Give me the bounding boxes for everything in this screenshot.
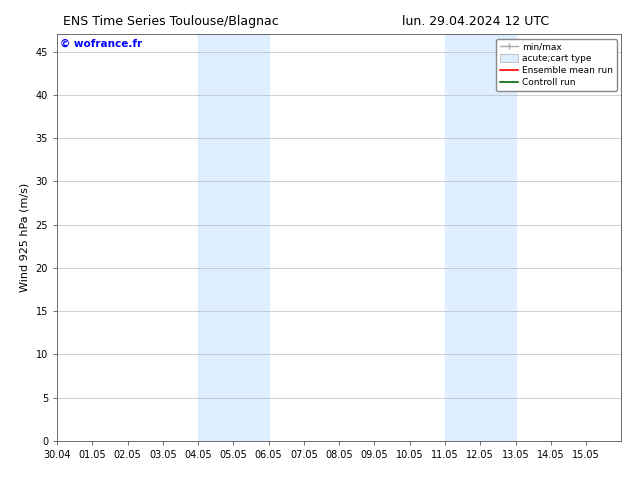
- Text: ENS Time Series Toulouse/Blagnac: ENS Time Series Toulouse/Blagnac: [63, 15, 279, 28]
- Text: © wofrance.fr: © wofrance.fr: [60, 38, 142, 49]
- Legend: min/max, acute;cart type, Ensemble mean run, Controll run: min/max, acute;cart type, Ensemble mean …: [496, 39, 617, 91]
- Y-axis label: Wind 925 hPa (m/s): Wind 925 hPa (m/s): [20, 183, 30, 292]
- Bar: [445, 34, 515, 441]
- Text: lun. 29.04.2024 12 UTC: lun. 29.04.2024 12 UTC: [402, 15, 549, 28]
- Bar: [198, 34, 269, 441]
